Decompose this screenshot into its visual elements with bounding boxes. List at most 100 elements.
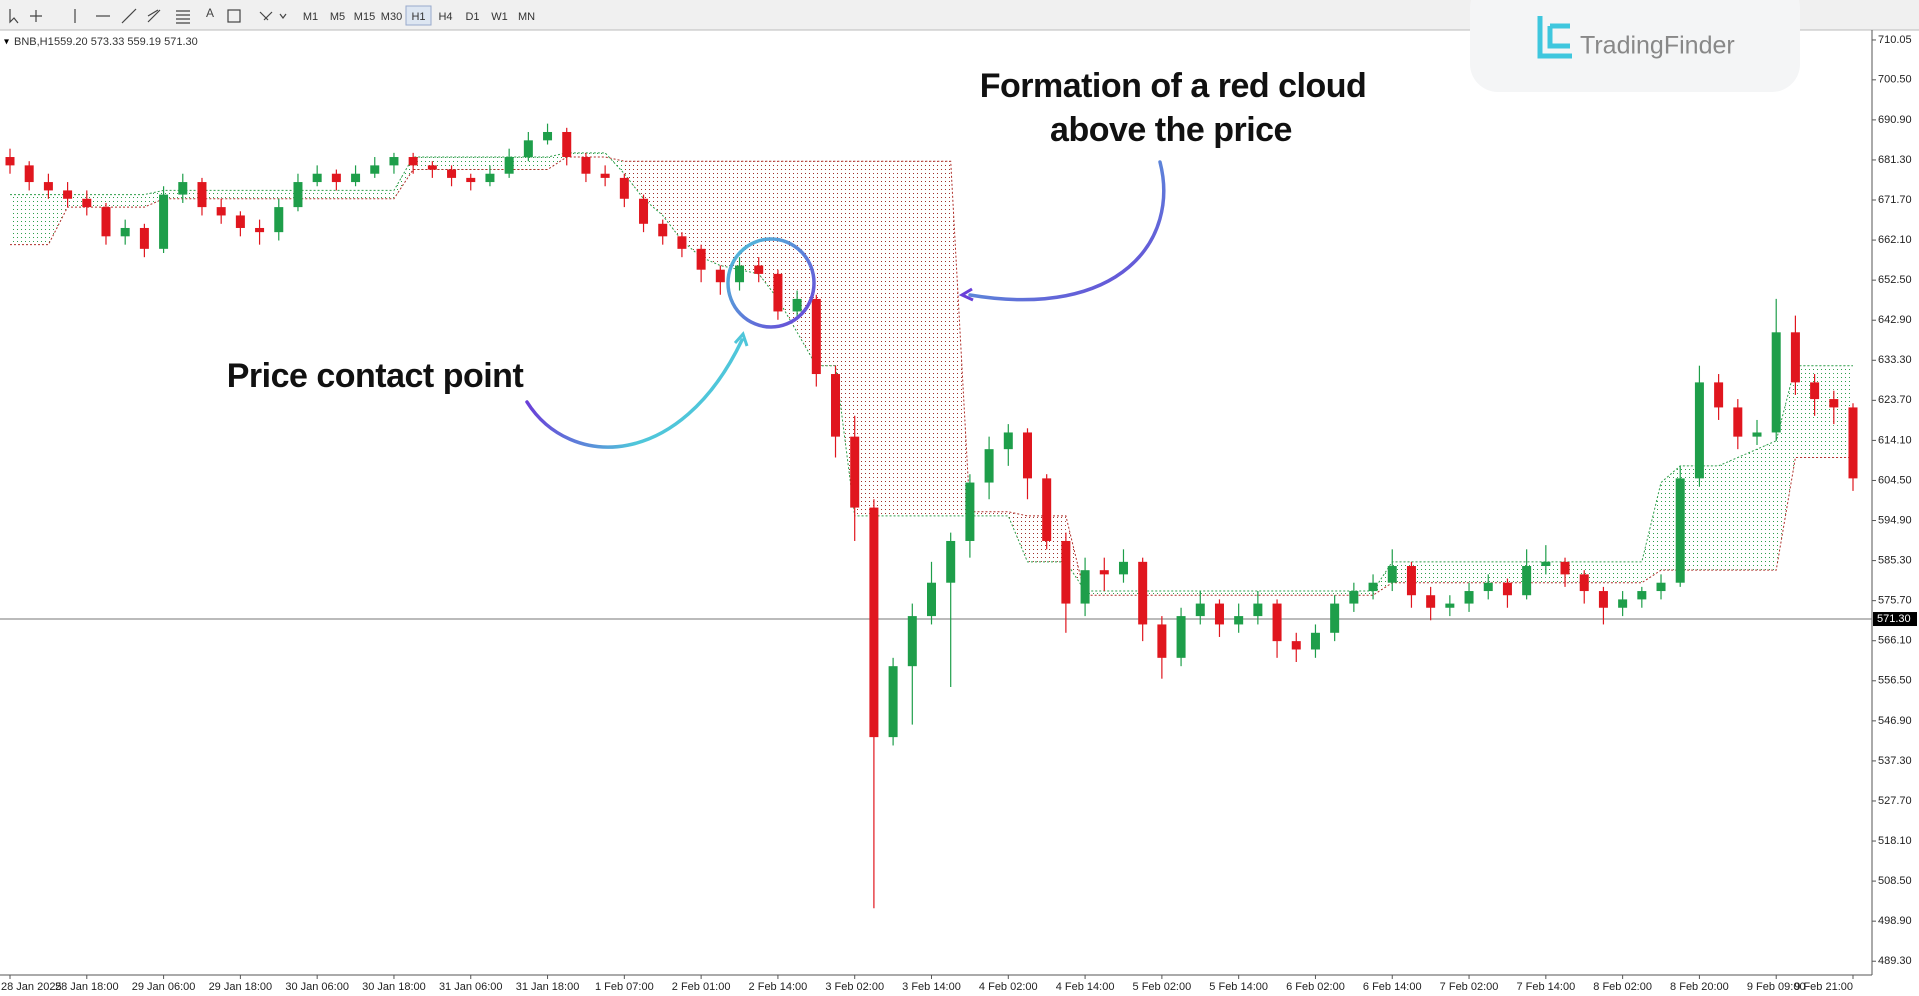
cloud-segment [10, 194, 30, 245]
symbol-arrow: ▾ [4, 37, 9, 48]
annotations: Formation of a red cloud above the price… [227, 67, 1367, 449]
y-tick-label: 546.90 [1878, 715, 1912, 727]
candle-body [965, 482, 975, 541]
y-tick-label: 518.10 [1878, 835, 1912, 847]
cloud-segment [893, 161, 913, 516]
cloud-segment [989, 511, 1009, 516]
candle-body [1003, 432, 1013, 450]
toolbar-icons: A [9, 6, 287, 24]
cloud-segment [1795, 365, 1815, 458]
y-tick-label: 700.50 [1878, 74, 1912, 86]
cloud-segment [643, 161, 663, 216]
cloud-segment [1219, 591, 1239, 596]
crosshair-icon[interactable] [30, 10, 42, 22]
cloud-segment [1757, 440, 1777, 571]
candle-body [888, 666, 898, 738]
cloud-segment [1565, 561, 1585, 583]
candle-body [1656, 582, 1666, 592]
cloud-segment [1392, 561, 1412, 583]
cloud-segment [317, 190, 337, 199]
candle-body [63, 190, 73, 199]
cloud-segment [969, 511, 990, 516]
cloud-segment [1181, 591, 1201, 596]
timeframe-label[interactable]: D1 [465, 11, 479, 23]
timeframe-label[interactable]: M1 [303, 11, 318, 23]
candle-body [658, 223, 668, 237]
shapes-icon[interactable] [259, 11, 287, 21]
cloud-segment [1833, 365, 1853, 458]
cloud-segment [739, 161, 759, 274]
quote: 559.20 573.33 559.19 571.30 [54, 36, 198, 48]
trendline-icon[interactable] [121, 8, 137, 24]
cloud-segment [509, 157, 529, 170]
candle-body [24, 165, 34, 183]
cloud-segment [1622, 561, 1642, 583]
timeframe-label[interactable]: H1 [411, 11, 425, 23]
cloud-segment [1104, 591, 1124, 596]
y-tick-label: 498.90 [1878, 915, 1912, 927]
cloud-segment [432, 157, 452, 170]
cloud-segment [105, 194, 126, 208]
candle-body [1848, 407, 1858, 479]
cloud-segment [1507, 561, 1527, 583]
y-tick-label: 690.90 [1878, 114, 1912, 126]
x-tick-label: 29 Jan 18:00 [209, 981, 273, 993]
timeframe-button[interactable] [405, 5, 432, 26]
cloud-segment [1085, 591, 1105, 596]
channel-icon[interactable] [147, 9, 161, 23]
cloud-segment [240, 190, 260, 199]
fibo-icon[interactable] [176, 10, 190, 24]
candle-body [773, 273, 783, 312]
text-icon[interactable]: A [206, 6, 214, 20]
candle-body [1387, 566, 1397, 583]
cloud-segment [451, 157, 471, 170]
timeframe-label[interactable]: M15 [354, 11, 375, 23]
candle-body [1714, 382, 1724, 408]
candle-body [1445, 603, 1455, 608]
cloud-segment [931, 161, 951, 516]
candle-body [255, 227, 265, 233]
x-tick-label: 9 Feb 09:00 [1747, 981, 1806, 993]
cloud-segment [1046, 515, 1066, 562]
candle-body [466, 177, 476, 183]
timeframe-label[interactable]: M30 [381, 11, 402, 23]
candle-body [1502, 582, 1512, 596]
cloud-segment [125, 194, 145, 208]
candle-body [1829, 399, 1839, 408]
cloud-segment [163, 190, 183, 199]
candle-body [1483, 582, 1493, 592]
candle-body [389, 157, 399, 166]
cloud-segment [1641, 482, 1662, 583]
cloud-segment [1027, 515, 1047, 562]
candle-body [907, 616, 917, 667]
candle-body [696, 248, 706, 270]
cloud-segment [854, 161, 874, 516]
candle-body [1637, 591, 1647, 600]
candle-body [1138, 561, 1148, 625]
candle-body [927, 582, 936, 617]
cursor-icon[interactable] [9, 9, 19, 24]
annotation: Price contact point [227, 357, 524, 395]
timeframe-label[interactable]: W1 [491, 11, 508, 23]
x-tick-label: 1 Feb 07:00 [595, 981, 654, 993]
candle-body [1061, 540, 1071, 604]
label-icon[interactable] [227, 9, 241, 23]
candle-body [5, 157, 15, 166]
timeframe-label[interactable]: M5 [330, 11, 345, 23]
cloud-segment [1699, 465, 1719, 571]
cloud-segment [1776, 365, 1796, 571]
x-tick-label: 9 Feb 21:00 [1794, 981, 1853, 993]
cloud-segment [413, 157, 433, 170]
y-tick-label: 575.70 [1878, 595, 1912, 607]
timeframe-label[interactable]: H4 [438, 11, 452, 23]
timeframe-label[interactable]: MN [518, 11, 535, 23]
cloud-segment [1373, 561, 1393, 596]
logo-background [1470, 0, 1800, 92]
candle-body [581, 157, 591, 174]
candle-body [1157, 624, 1167, 658]
candle-body [946, 540, 956, 583]
candle-body [1368, 582, 1378, 592]
candle-body [1291, 641, 1301, 650]
candle-body [351, 173, 361, 183]
candle-body [1176, 616, 1186, 658]
